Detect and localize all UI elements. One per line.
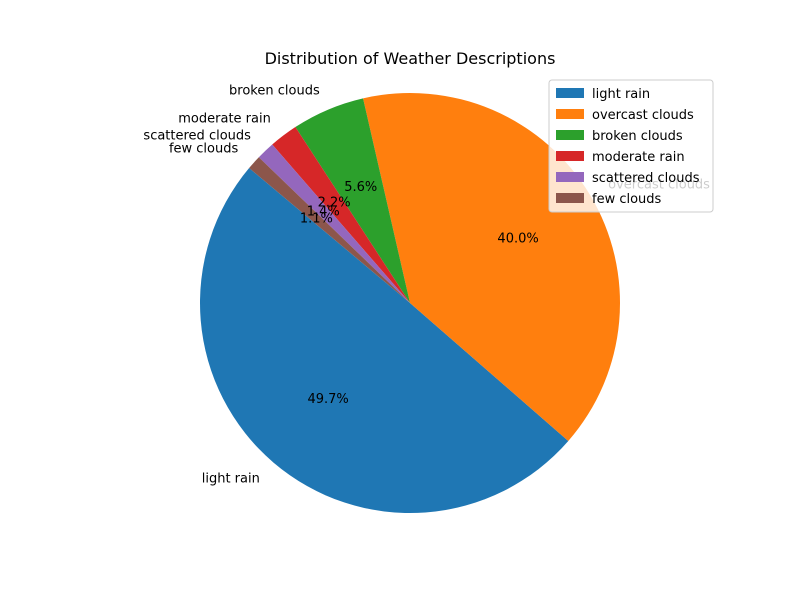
- legend-label-scattered-clouds: scattered clouds: [592, 171, 700, 186]
- percent-label-overcast-clouds: 40.0%: [497, 231, 538, 246]
- legend-label-broken-clouds: broken clouds: [592, 129, 683, 144]
- legend-box: [548, 79, 714, 213]
- slice-label-broken-clouds: broken clouds: [229, 83, 320, 98]
- legend-swatch-overcast-clouds: [556, 109, 584, 119]
- legend-swatch-light-rain: [556, 88, 584, 98]
- legend-swatch-scattered-clouds: [556, 172, 584, 182]
- slice-label-light-rain: light rain: [202, 472, 260, 487]
- percent-labels: 49.7% 40.0% 5.6%2.2%1.4%1.1%: [300, 180, 539, 407]
- legend: light rain overcast clouds broken clouds mo…: [548, 79, 714, 213]
- pie-slice-few-clouds: [249, 157, 410, 303]
- pie-slice-scattered-clouds: [258, 144, 410, 303]
- pie-slice-broken-clouds: [295, 98, 410, 303]
- slice-label-scattered-clouds: scattered clouds: [143, 128, 251, 143]
- legend-label-few-clouds: few clouds: [592, 192, 662, 207]
- percent-label-scattered-clouds: 1.4%: [307, 205, 340, 220]
- percent-label-light-rain: 49.7%: [307, 392, 348, 407]
- legend-label-moderate-rain: moderate rain: [592, 150, 685, 165]
- legend-label-overcast-clouds: overcast clouds: [592, 108, 694, 123]
- slice-label-few-clouds: few clouds: [169, 141, 239, 156]
- percent-label-broken-clouds: 5.6%: [344, 180, 377, 195]
- legend-swatch-broken-clouds: [556, 130, 584, 140]
- legend-label-light-rain: light rain: [592, 87, 650, 102]
- legend-swatch-few-clouds: [556, 193, 584, 203]
- pie-slice-moderate-rain: [272, 127, 410, 303]
- percent-label-few-clouds: 1.1%: [300, 212, 333, 227]
- slice-label-moderate-rain: moderate rain: [178, 112, 271, 127]
- percent-label-moderate-rain: 2.2%: [318, 195, 351, 210]
- pie-slice-light-rain: [199, 168, 569, 514]
- chart-title: Distribution of Weather Descriptions: [265, 49, 556, 68]
- legend-swatch-moderate-rain: [556, 151, 584, 161]
